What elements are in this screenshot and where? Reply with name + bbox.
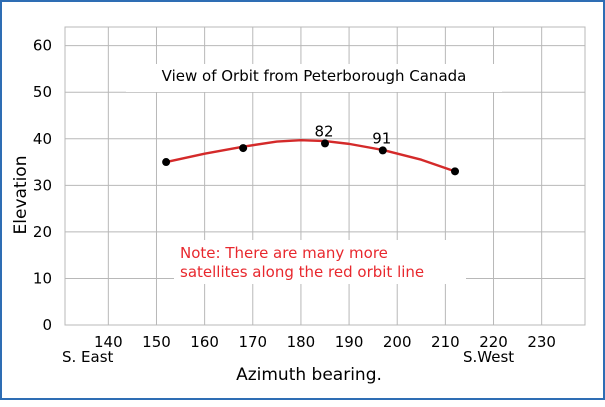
y-tick-label: 0 (42, 316, 52, 334)
y-tick-label: 30 (33, 176, 52, 194)
y-tick-label: 40 (33, 130, 52, 148)
data-point (378, 146, 387, 155)
data-point (239, 144, 248, 153)
y-tick-labels: 0 10 20 30 40 50 60 (33, 37, 52, 334)
title-background (126, 64, 502, 92)
y-axis-title: Elevation (11, 156, 31, 235)
y-tick-label: 20 (33, 223, 52, 241)
x-tick-label: 180 (287, 333, 316, 351)
note-line-1: Note: There are many more (180, 244, 388, 262)
x-tick-label: 170 (238, 333, 267, 351)
data-point (162, 158, 171, 167)
x-tick-label: 140 (94, 333, 123, 351)
x-tick-label: 230 (527, 333, 556, 351)
x-tick-labels: 140 150 160 170 180 190 200 210 220 230 (94, 333, 556, 351)
note-background (174, 240, 466, 284)
data-points: 82 91 (162, 122, 459, 176)
data-point (451, 167, 459, 176)
data-point (321, 139, 329, 148)
x-tick-label: 150 (142, 333, 171, 351)
orbit-chart: 0 10 20 30 40 50 60 140 150 160 170 180 190 200 210 22… (11, 26, 586, 385)
x-tick-label: 160 (190, 333, 219, 351)
x-tick-label: 220 (479, 333, 508, 351)
note-line-2: satellites along the red orbit line (180, 263, 424, 281)
point-label: 91 (372, 129, 391, 147)
x-tick-label: 210 (431, 333, 460, 351)
x-axis-title: Azimuth bearing. (236, 365, 382, 385)
y-tick-label: 10 (33, 269, 52, 287)
y-tick-label: 50 (33, 83, 52, 101)
point-label: 82 (314, 122, 333, 140)
x-tick-label: 190 (335, 333, 364, 351)
x-tick-label: 200 (383, 333, 412, 351)
southwest-label: S.West (463, 348, 514, 366)
y-tick-label: 60 (33, 37, 52, 55)
chart-title: View of Orbit from Peterborough Canada (162, 67, 467, 85)
orbit-line (165, 138, 456, 173)
southeast-label: S. East (62, 348, 114, 366)
